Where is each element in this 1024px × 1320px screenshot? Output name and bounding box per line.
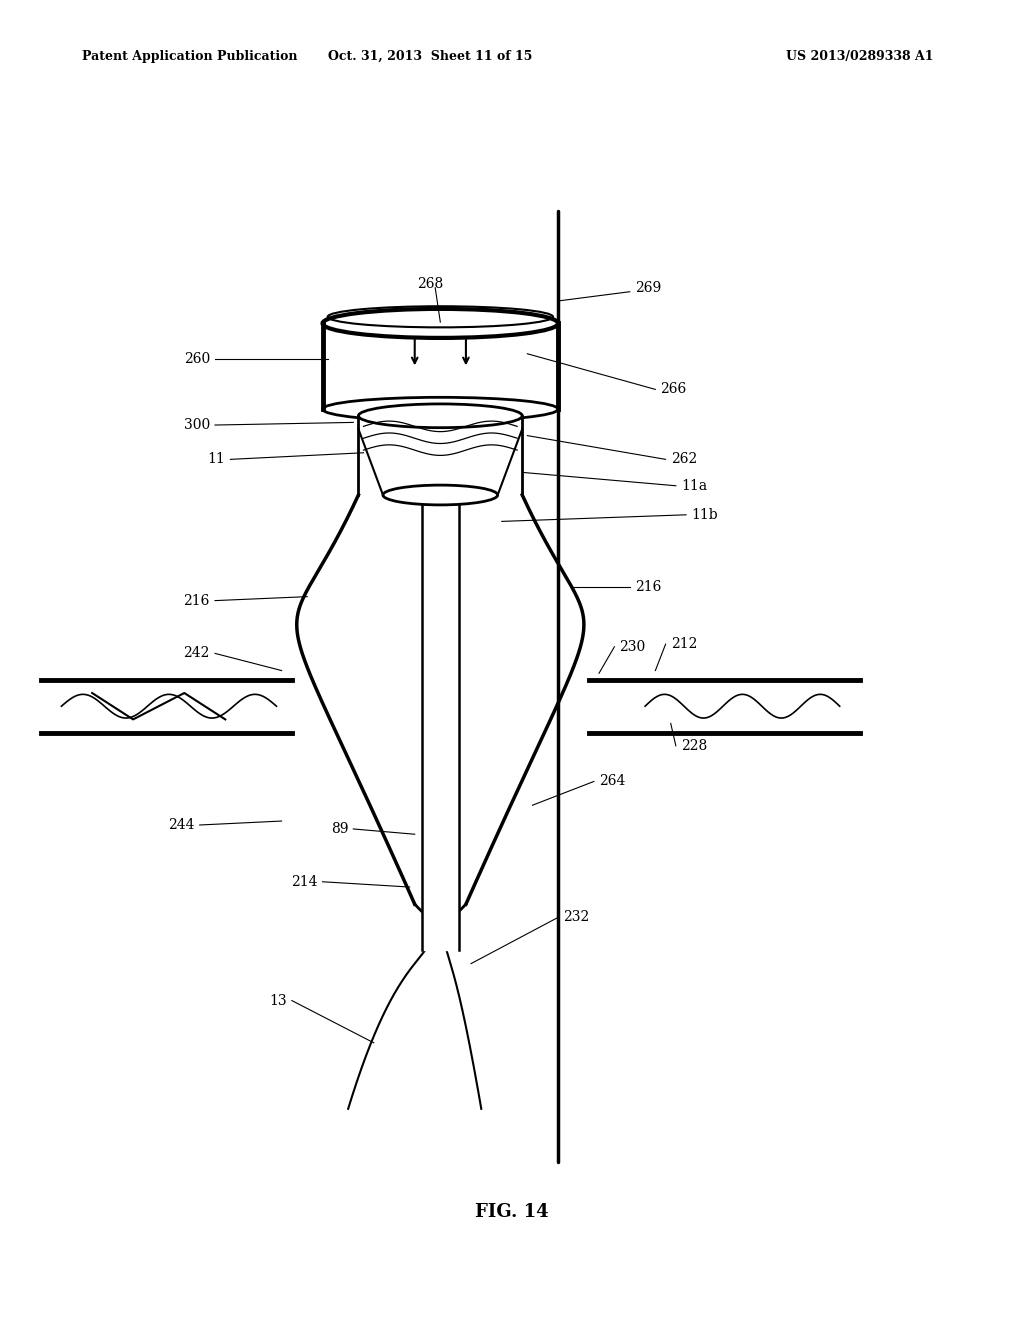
Ellipse shape (358, 404, 522, 428)
Text: 11: 11 (208, 453, 225, 466)
Text: 266: 266 (660, 383, 687, 396)
Text: 11b: 11b (691, 508, 718, 521)
Text: US 2013/0289338 A1: US 2013/0289338 A1 (786, 50, 934, 63)
Text: 262: 262 (671, 453, 697, 466)
Text: 228: 228 (681, 739, 708, 752)
Text: 216: 216 (183, 594, 210, 607)
Text: FIG. 14: FIG. 14 (475, 1203, 549, 1221)
Text: Oct. 31, 2013  Sheet 11 of 15: Oct. 31, 2013 Sheet 11 of 15 (328, 50, 532, 63)
Ellipse shape (383, 486, 498, 506)
Text: 232: 232 (563, 911, 590, 924)
Text: 242: 242 (183, 647, 210, 660)
Text: 300: 300 (183, 418, 210, 432)
Text: 269: 269 (635, 281, 662, 294)
Text: 268: 268 (417, 277, 443, 290)
Text: 260: 260 (183, 352, 210, 366)
Text: Patent Application Publication: Patent Application Publication (82, 50, 297, 63)
Text: 216: 216 (635, 581, 662, 594)
Text: 244: 244 (168, 818, 195, 832)
Text: 212: 212 (671, 638, 697, 651)
Text: 264: 264 (599, 775, 626, 788)
Text: 13: 13 (269, 994, 287, 1007)
Text: 89: 89 (331, 822, 348, 836)
Text: 214: 214 (291, 875, 317, 888)
Text: 230: 230 (620, 640, 646, 653)
Text: 11a: 11a (681, 479, 708, 492)
